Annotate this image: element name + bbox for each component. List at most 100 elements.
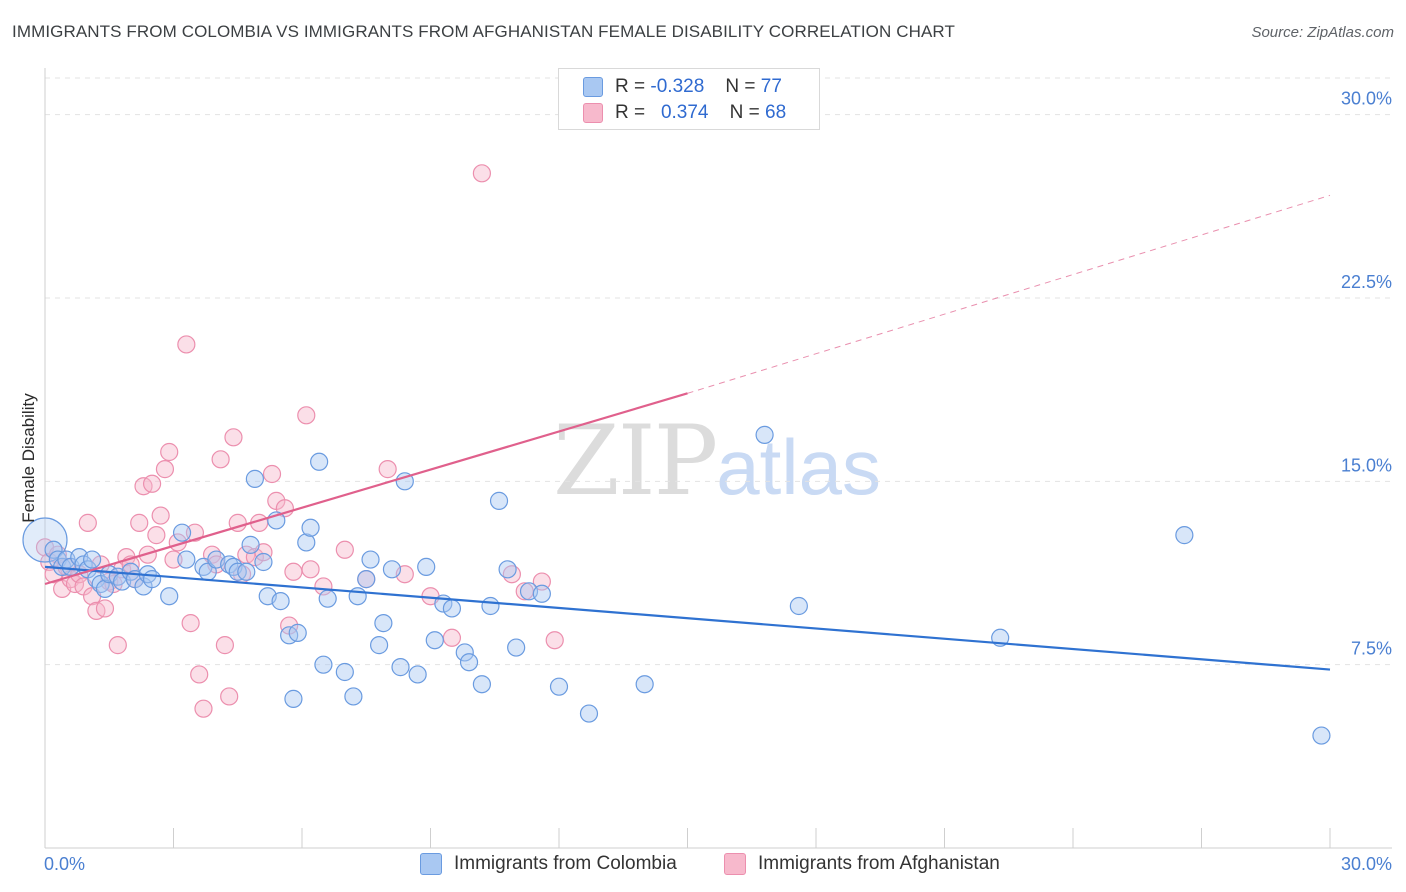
afghanistan-point bbox=[190, 665, 209, 684]
colombia-point bbox=[288, 623, 307, 642]
correlation-legend: R = -0.328 N = 77 R = 0.374 N = 68 bbox=[558, 68, 820, 130]
colombia-point bbox=[498, 560, 517, 579]
chart-title: IMMIGRANTS FROM COLOMBIA VS IMMIGRANTS F… bbox=[12, 22, 955, 41]
colombia-point bbox=[459, 653, 479, 672]
colombia-point bbox=[44, 540, 63, 559]
afghanistan-point bbox=[78, 513, 97, 532]
afghanistan-trend-line bbox=[44, 392, 688, 586]
afghanistan-swatch bbox=[583, 103, 603, 123]
axes bbox=[44, 68, 1392, 849]
watermark-zip: ZIP bbox=[553, 405, 718, 517]
afghanistan-point bbox=[155, 460, 175, 479]
afghanistan-swatch bbox=[724, 853, 746, 875]
colombia-point bbox=[382, 560, 402, 579]
colombia-point bbox=[241, 535, 260, 554]
colombia-point bbox=[95, 579, 115, 598]
afghanistan-point bbox=[177, 335, 196, 354]
y-tick-label: 15.0% bbox=[1341, 455, 1392, 475]
legend-item-label: Immigrants from Colombia bbox=[454, 853, 677, 874]
colombia-point bbox=[425, 631, 444, 650]
colombia-points bbox=[22, 425, 1331, 745]
afghanistan-point bbox=[262, 464, 282, 484]
colombia-point bbox=[532, 584, 551, 603]
watermark-atlas: atlas bbox=[716, 423, 881, 511]
afghanistan-point bbox=[95, 599, 115, 618]
colombia-point bbox=[408, 665, 427, 684]
colombia-point bbox=[391, 658, 410, 677]
colombia-point bbox=[549, 677, 569, 696]
afghanistan-point bbox=[164, 550, 183, 569]
colombia-point bbox=[789, 596, 808, 616]
afghanistan-point bbox=[138, 545, 157, 564]
colombia-point bbox=[579, 704, 599, 723]
afghanistan-point bbox=[147, 526, 166, 545]
colombia-point bbox=[160, 587, 179, 606]
afghanistan-point bbox=[130, 513, 149, 532]
colombia-point bbox=[472, 675, 491, 694]
afghanistan-point bbox=[211, 450, 230, 469]
r-value: -0.328 bbox=[650, 76, 705, 97]
colombia-point bbox=[172, 523, 192, 542]
colombia-point bbox=[507, 638, 526, 657]
x-tick-label: 0.0% bbox=[44, 854, 85, 874]
afghanistan-point bbox=[181, 614, 200, 633]
afghanistan-point bbox=[160, 442, 179, 462]
colombia-trend-line bbox=[44, 565, 1331, 671]
colombia-point bbox=[1312, 726, 1331, 745]
colombia-point bbox=[301, 518, 320, 537]
colombia-point bbox=[335, 662, 354, 682]
afghanistan-trend-extension bbox=[687, 194, 1331, 394]
afghanistan-point bbox=[220, 687, 239, 706]
colombia-point bbox=[310, 452, 329, 471]
afghanistan-point bbox=[442, 628, 462, 647]
colombia-point bbox=[254, 552, 273, 572]
colombia-point bbox=[83, 550, 102, 569]
y-axis-label: Female Disability bbox=[19, 393, 38, 523]
legend-row-colombia-text: R = -0.328 N = 77 bbox=[615, 76, 782, 98]
afghanistan-point bbox=[108, 636, 127, 655]
colombia-swatch bbox=[583, 77, 603, 97]
watermark: ZIPatlas bbox=[553, 405, 881, 517]
colombia-point bbox=[417, 557, 436, 576]
afghanistan-point bbox=[378, 460, 397, 479]
colombia-point bbox=[635, 675, 654, 694]
n-label: N = bbox=[725, 76, 756, 97]
y-tick-label: 30.0% bbox=[1341, 89, 1392, 109]
colombia-point bbox=[442, 599, 462, 618]
colombia-point bbox=[455, 643, 474, 662]
colombia-point bbox=[245, 469, 264, 488]
y-tick-label: 22.5% bbox=[1341, 272, 1392, 292]
afghanistan-point bbox=[472, 164, 491, 183]
colombia-point bbox=[314, 655, 333, 674]
afghanistan-point bbox=[215, 636, 234, 655]
afghanistan-point bbox=[142, 474, 162, 493]
r-label: R = bbox=[615, 76, 646, 97]
afghanistan-point bbox=[151, 506, 170, 525]
n-label: N = bbox=[729, 102, 760, 123]
colombia-point bbox=[489, 491, 509, 510]
x-tick-label: 30.0% bbox=[1341, 854, 1392, 874]
colombia-point bbox=[370, 636, 389, 655]
legend-row-afghanistan-text: R = 0.374 N = 68 bbox=[615, 102, 786, 124]
colombia-point bbox=[318, 589, 337, 608]
afghanistan-point bbox=[297, 406, 316, 425]
afghanistan-point bbox=[224, 428, 243, 447]
n-value: 68 bbox=[765, 102, 787, 123]
colombia-point bbox=[142, 570, 162, 589]
series-legend: Immigrants from Colombia Immigrants from… bbox=[0, 852, 1406, 878]
afghanistan-point bbox=[301, 560, 320, 579]
afghanistan-point bbox=[194, 699, 213, 718]
colombia-point bbox=[361, 550, 380, 569]
y-tick-label: 7.5% bbox=[1351, 639, 1392, 659]
colombia-point bbox=[344, 687, 363, 706]
colombia-point bbox=[357, 570, 376, 589]
source-label: Source: ZipAtlas.com bbox=[1251, 24, 1394, 41]
n-value: 77 bbox=[760, 76, 782, 97]
r-label: R = bbox=[615, 102, 646, 123]
colombia-point bbox=[177, 550, 196, 569]
colombia-point bbox=[755, 425, 774, 444]
colombia-swatch bbox=[420, 853, 442, 875]
colombia-point bbox=[348, 587, 367, 606]
colombia-point bbox=[284, 689, 303, 708]
